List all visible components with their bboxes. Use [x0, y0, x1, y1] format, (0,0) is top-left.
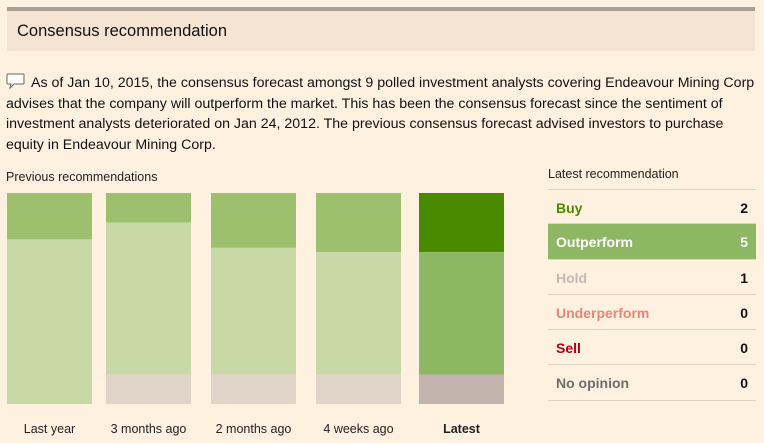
consensus-description: As of Jan 10, 2015, the consensus foreca… — [6, 73, 758, 155]
panel-header: Consensus recommendation — [7, 7, 755, 51]
rec-count: 5 — [740, 234, 748, 251]
bar-3-months-ago-buy — [106, 193, 191, 223]
bar-2-months-ago-buy — [211, 193, 296, 248]
bar-4-weeks-ago-no-opinion — [316, 374, 401, 404]
rec-row-sell: Sell 0 — [548, 330, 756, 366]
speech-bubble-icon — [6, 73, 25, 89]
bar-4-weeks-ago-buy — [316, 193, 401, 253]
rec-row-outperform: Outperform 5 — [548, 224, 756, 260]
panel-title: Consensus recommendation — [17, 22, 228, 40]
x-tick-2-months-ago: 2 months ago — [216, 422, 292, 436]
rec-row-hold: Hold 1 — [548, 260, 756, 295]
rec-row-buy: Buy 2 — [548, 189, 756, 225]
bar-latest-no-opinion — [419, 374, 504, 404]
rec-count: 1 — [740, 269, 748, 286]
chart-title: Previous recommendations — [6, 170, 158, 184]
x-tick-latest: Latest — [443, 422, 481, 436]
bar-last-year-outperform — [7, 239, 92, 404]
rec-label: No opinion — [556, 375, 630, 392]
bar-latest-outperform — [419, 252, 504, 375]
rec-label: Hold — [556, 269, 588, 286]
rec-row-no-opinion: No opinion 0 — [548, 365, 756, 401]
x-tick-last-year: Last year — [24, 422, 75, 436]
rec-label: Underperform — [556, 304, 650, 321]
bar-2-months-ago-no-opinion — [211, 374, 296, 404]
bar-last-year-buy — [7, 193, 92, 240]
x-tick-3-months-ago: 3 months ago — [111, 422, 187, 436]
latest-recommendation-title: Latest recommendation — [548, 167, 679, 181]
rec-count: 0 — [740, 304, 748, 321]
x-tick-4-weeks-ago: 4 weeks ago — [323, 422, 393, 436]
rec-label: Outperform — [556, 234, 633, 251]
bar-latest-buy — [419, 193, 504, 253]
bar-3-months-ago-no-opinion — [106, 374, 191, 404]
bar-4-weeks-ago-outperform — [316, 252, 401, 375]
description-text: As of Jan 10, 2015, the consensus foreca… — [6, 75, 755, 153]
bar-2-months-ago-outperform — [211, 247, 296, 375]
bar-3-months-ago-outperform — [106, 222, 191, 375]
rec-count: 0 — [740, 375, 748, 392]
latest-recommendation-table: Buy 2 Outperform 5 Hold 1 Underperform 0 Sell 0 No… — [548, 189, 756, 401]
rec-row-underperform: Underperform 0 — [548, 295, 756, 331]
rec-label: Sell — [556, 340, 581, 357]
rec-label: Buy — [556, 200, 583, 216]
rec-count: 2 — [740, 200, 748, 216]
rec-count: 0 — [740, 340, 748, 357]
